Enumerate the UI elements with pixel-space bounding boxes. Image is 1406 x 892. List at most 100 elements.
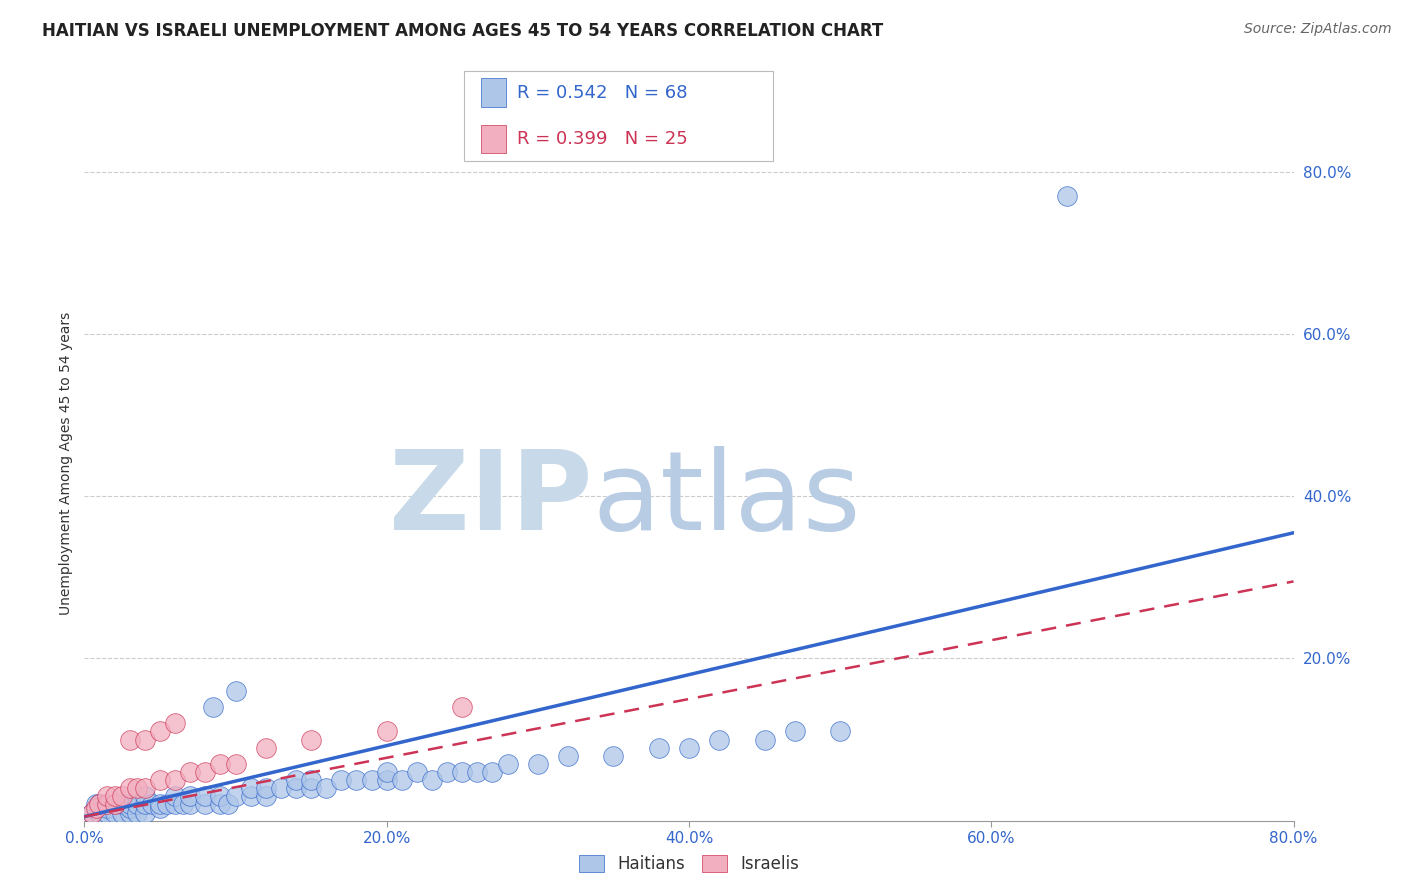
Point (134, 789, 156, 804)
Point (194, 764, 217, 779)
Point (830, 724, 852, 739)
Point (375, 773, 398, 788)
Point (127, 805, 149, 820)
Point (270, 781, 292, 796)
Point (134, 797, 156, 812)
Point (96, 801, 118, 815)
Point (315, 781, 337, 796)
Point (239, 781, 262, 796)
Text: Source: ZipAtlas.com: Source: ZipAtlas.com (1244, 22, 1392, 37)
Point (163, 789, 186, 804)
Point (89, 797, 111, 812)
Point (111, 805, 134, 820)
Point (111, 797, 134, 812)
Point (647, 740, 671, 755)
Point (179, 764, 201, 779)
Point (254, 781, 277, 796)
Point (217, 797, 239, 812)
Point (80, 805, 103, 820)
Point (163, 797, 186, 812)
Point (127, 797, 149, 812)
Point (436, 764, 458, 779)
Point (89, 797, 111, 812)
Point (179, 789, 201, 804)
Point (481, 764, 503, 779)
Y-axis label: Unemployment Among Ages 45 to 54 years: Unemployment Among Ages 45 to 54 years (59, 312, 73, 615)
Point (451, 700, 474, 714)
Point (86, 797, 108, 812)
Point (111, 789, 134, 804)
Point (96, 805, 118, 820)
Point (754, 732, 776, 747)
Point (134, 781, 156, 796)
Point (346, 773, 368, 788)
Point (284, 773, 308, 788)
Point (104, 797, 127, 812)
Point (163, 716, 186, 731)
Point (118, 797, 141, 812)
Point (225, 684, 247, 698)
Point (149, 773, 172, 788)
Point (254, 740, 277, 755)
Point (118, 781, 141, 796)
Point (163, 773, 186, 788)
Text: atlas: atlas (592, 446, 860, 553)
Point (678, 740, 700, 755)
Point (451, 764, 474, 779)
Point (201, 700, 224, 714)
Point (209, 756, 232, 771)
Point (496, 756, 519, 771)
Point (172, 797, 194, 812)
Point (118, 732, 141, 747)
Point (783, 724, 806, 739)
Point (118, 805, 141, 820)
Legend: Haitians, Israelis: Haitians, Israelis (572, 848, 806, 880)
Point (96, 789, 118, 804)
Point (86, 801, 108, 815)
Point (104, 797, 127, 812)
Point (557, 748, 579, 763)
Point (467, 764, 489, 779)
Point (330, 773, 353, 788)
Point (420, 773, 443, 788)
Point (284, 781, 308, 796)
Point (194, 797, 217, 812)
Text: R = 0.399   N = 25: R = 0.399 N = 25 (517, 130, 688, 148)
Point (134, 805, 156, 820)
Point (149, 724, 172, 739)
Point (134, 732, 156, 747)
Point (141, 797, 163, 812)
Point (104, 789, 127, 804)
Point (209, 789, 232, 804)
Point (118, 801, 141, 815)
Point (709, 732, 731, 747)
Point (299, 732, 322, 747)
Text: R = 0.542   N = 68: R = 0.542 N = 68 (517, 84, 688, 102)
Point (375, 764, 398, 779)
Point (209, 797, 232, 812)
Text: HAITIAN VS ISRAELI UNEMPLOYMENT AMONG AGES 45 TO 54 YEARS CORRELATION CHART: HAITIAN VS ISRAELI UNEMPLOYMENT AMONG AG… (42, 22, 883, 40)
Point (80, 805, 103, 820)
Point (225, 756, 247, 771)
Point (156, 797, 179, 812)
Point (1056, 189, 1078, 203)
Text: ZIP: ZIP (389, 446, 592, 553)
Point (360, 773, 382, 788)
Point (149, 801, 172, 815)
Point (104, 805, 127, 820)
Point (89, 805, 111, 820)
Point (299, 773, 322, 788)
Point (299, 781, 322, 796)
Point (602, 748, 624, 763)
Point (194, 789, 217, 804)
Point (149, 797, 172, 812)
Point (239, 789, 262, 804)
Point (127, 781, 149, 796)
Point (406, 764, 429, 779)
Point (225, 789, 247, 804)
Point (526, 756, 548, 771)
Point (179, 797, 201, 812)
Point (391, 773, 413, 788)
Point (254, 789, 277, 804)
Point (96, 797, 118, 812)
